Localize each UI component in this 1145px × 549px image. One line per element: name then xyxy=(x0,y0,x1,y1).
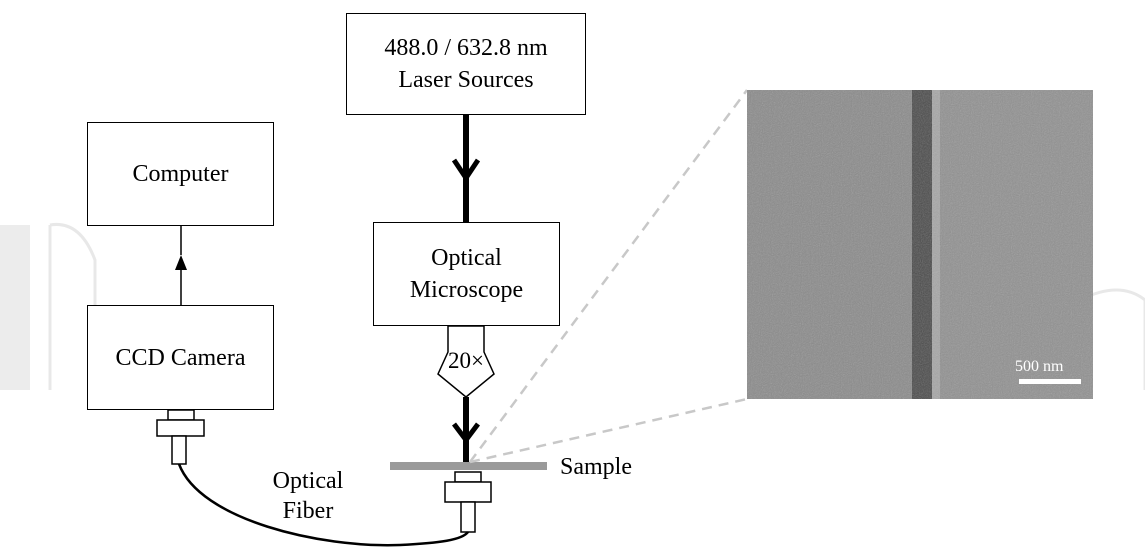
computer-label: Computer xyxy=(132,161,229,187)
laser-beam-upper-arrowhead xyxy=(451,158,481,183)
laser-sources-wavelength: 488.0 / 632.8 nm xyxy=(384,35,548,61)
microscope-line2: Microscope xyxy=(409,277,524,303)
fiber-collector-body xyxy=(444,481,492,503)
optical-fiber-label: Optical Fiber xyxy=(258,466,358,526)
laser-sources-box: 488.0 / 632.8 nm Laser Sources xyxy=(346,13,586,115)
ccd-connector-small xyxy=(167,409,195,421)
scale-bar xyxy=(1019,379,1081,384)
sample-label: Sample xyxy=(560,454,632,480)
ccd-to-computer-arrowhead xyxy=(175,255,187,270)
optical-fiber-curve xyxy=(177,463,469,547)
sem-micrograph: 500 nm xyxy=(747,90,1093,399)
ccd-camera-box: CCD Camera xyxy=(87,305,274,410)
objective-lens xyxy=(437,325,495,398)
ccd-connector-body xyxy=(156,419,205,437)
microscope-line1: Optical xyxy=(431,245,502,271)
scale-bar-label: 500 nm xyxy=(1015,358,1064,375)
fiber-collector-small xyxy=(454,471,482,483)
computer-box: Computer xyxy=(87,122,274,226)
optical-fiber-line1: Optical xyxy=(272,468,344,494)
zoom-line-bottom xyxy=(469,397,748,464)
sample-plate xyxy=(390,462,547,470)
ccd-connector-stem xyxy=(171,435,187,465)
laser-beam-lower-arrowhead xyxy=(452,422,480,445)
optical-microscope-box: Optical Microscope xyxy=(373,222,560,326)
optical-fiber-line2: Fiber xyxy=(282,498,334,524)
fiber-collector-stem xyxy=(460,501,476,533)
laser-sources-label: Laser Sources xyxy=(398,67,534,93)
zoom-line-top xyxy=(468,89,749,463)
sem-image-graphic xyxy=(747,90,1093,399)
objective-label: 20× xyxy=(448,348,484,373)
ccd-camera-label: CCD Camera xyxy=(115,344,246,371)
